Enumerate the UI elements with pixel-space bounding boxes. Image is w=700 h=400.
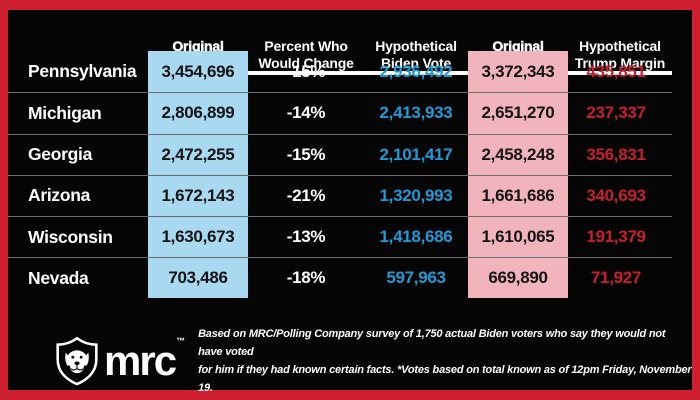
- row-filler: [672, 51, 692, 92]
- state-label: Georgia: [8, 133, 148, 175]
- percent-change-cell: -14%: [248, 92, 364, 133]
- row-filler: [672, 257, 692, 298]
- footer: mrc ™ Based on MRC/Polling Company survey…: [8, 328, 692, 394]
- original-trump-vote-cell: 3,372,343: [468, 51, 568, 93]
- column-header-hypothetical-biden-vote: Hypothetical Biden Vote: [375, 37, 457, 71]
- row-filler: [672, 134, 692, 175]
- hypothetical-trump-margin-cell: 356,831: [568, 133, 672, 175]
- column-header-hypothetical-trump-margin: Hypothetical Trump Margin: [574, 37, 666, 71]
- hypothetical-biden-vote-cell: 1,418,686: [364, 215, 468, 257]
- state-label: Arizona: [8, 174, 148, 216]
- trademark-symbol: ™: [176, 336, 186, 346]
- hypothetical-biden-vote-cell: 2,936,492: [379, 61, 453, 81]
- table-panel: Original Biden Vote* Percent Who Would C…: [8, 10, 692, 394]
- state-label: Michigan: [8, 92, 148, 133]
- percent-change-cell: -18%: [248, 257, 364, 298]
- original-biden-vote-cell: 2,806,899: [148, 92, 248, 134]
- original-biden-vote-cell: 703,486: [148, 257, 248, 299]
- hypothetical-biden-vote-cell: 2,413,933: [364, 92, 468, 133]
- original-trump-vote-cell: 1,661,686: [468, 174, 568, 216]
- percent-change-cell: -15%: [248, 133, 364, 175]
- hypothetical-trump-margin-cell: 340,693: [568, 174, 672, 216]
- bulldog-shield-icon: [56, 336, 98, 386]
- original-biden-vote-cell: 1,672,143: [148, 174, 248, 216]
- original-biden-vote-cell: 2,472,255: [148, 133, 248, 175]
- state-label: Nevada: [8, 257, 148, 298]
- percent-change-cell: -21%: [248, 174, 364, 216]
- original-trump-vote-cell: 669,890: [468, 257, 568, 299]
- original-biden-vote-cell: 1,630,673: [148, 215, 248, 258]
- state-label: Wisconsin: [8, 215, 148, 257]
- hypothetical-biden-vote-cell: 2,101,417: [364, 133, 468, 175]
- hypothetical-trump-margin-cell: 71,927: [568, 257, 672, 298]
- row-filler: [672, 175, 692, 216]
- state-label: Pennsylvania: [28, 61, 137, 82]
- hypothetical-trump-margin-cell: 191,379: [568, 215, 672, 257]
- percent-change-cell: -13%: [248, 215, 364, 257]
- footnote-text: Based on MRC/Polling Company survey of 1…: [198, 327, 692, 395]
- header-underline: [148, 71, 672, 75]
- column-header-percent-who-would-change: Percent Who Would Change: [258, 37, 354, 71]
- hypothetical-biden-vote-cell: 597,963: [364, 257, 468, 298]
- hypothetical-biden-vote-cell: 1,320,993: [364, 174, 468, 216]
- original-trump-vote-cell: 2,458,248: [468, 133, 568, 175]
- results-table: Original Biden Vote* Percent Who Would C…: [8, 10, 692, 299]
- hypothetical-trump-margin-cell: 435,851: [586, 61, 646, 81]
- original-trump-vote-cell: 2,651,270: [468, 92, 568, 134]
- percent-change-cell: -15%: [286, 61, 326, 81]
- original-trump-vote-cell: 1,610,065: [468, 215, 568, 258]
- header-filler: [672, 10, 692, 51]
- hypothetical-trump-margin-cell: 237,337: [568, 92, 672, 133]
- original-biden-vote-cell: 3,454,696: [148, 51, 248, 93]
- row-filler: [672, 216, 692, 257]
- mrc-logo: mrc ™: [54, 336, 186, 386]
- mrc-wordmark: mrc: [104, 337, 177, 384]
- row-filler: [672, 92, 692, 133]
